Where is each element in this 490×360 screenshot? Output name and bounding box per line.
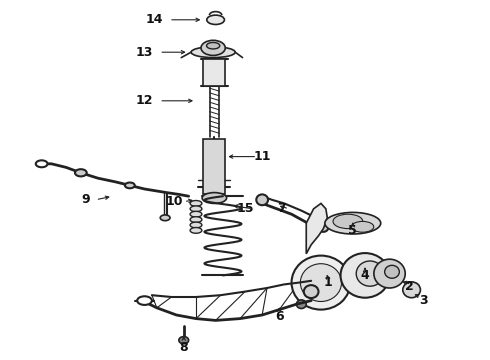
Ellipse shape xyxy=(207,42,220,49)
Text: 13: 13 xyxy=(136,46,153,59)
Ellipse shape xyxy=(207,15,224,24)
Ellipse shape xyxy=(325,212,381,234)
Ellipse shape xyxy=(296,300,306,309)
Ellipse shape xyxy=(160,215,170,221)
Text: 9: 9 xyxy=(81,193,90,206)
Ellipse shape xyxy=(179,337,189,344)
Text: 11: 11 xyxy=(253,150,271,163)
Ellipse shape xyxy=(190,222,202,228)
Ellipse shape xyxy=(125,183,135,188)
Polygon shape xyxy=(306,203,327,254)
Ellipse shape xyxy=(190,206,202,212)
Text: 10: 10 xyxy=(165,195,183,208)
Ellipse shape xyxy=(190,201,202,206)
Ellipse shape xyxy=(292,256,350,310)
Ellipse shape xyxy=(333,214,363,229)
Text: 1: 1 xyxy=(324,276,333,289)
Text: 2: 2 xyxy=(405,280,414,293)
Bar xyxy=(203,59,225,86)
Ellipse shape xyxy=(190,211,202,217)
Text: 4: 4 xyxy=(361,269,369,282)
Text: 14: 14 xyxy=(146,13,163,26)
Ellipse shape xyxy=(190,217,202,222)
Ellipse shape xyxy=(201,40,225,55)
Ellipse shape xyxy=(374,259,405,288)
Ellipse shape xyxy=(137,296,152,305)
Ellipse shape xyxy=(318,223,328,232)
Ellipse shape xyxy=(403,282,420,298)
Ellipse shape xyxy=(190,228,202,233)
Bar xyxy=(203,139,225,194)
Text: 7: 7 xyxy=(277,202,286,215)
Text: 8: 8 xyxy=(179,341,188,354)
Text: 15: 15 xyxy=(236,202,254,215)
Ellipse shape xyxy=(191,47,235,58)
Text: 5: 5 xyxy=(348,224,357,237)
Text: 6: 6 xyxy=(275,310,284,323)
Ellipse shape xyxy=(256,194,268,205)
Ellipse shape xyxy=(36,160,48,167)
Ellipse shape xyxy=(300,264,342,301)
Ellipse shape xyxy=(304,285,318,298)
Text: 12: 12 xyxy=(136,94,153,107)
Ellipse shape xyxy=(202,193,226,203)
Ellipse shape xyxy=(351,221,374,232)
Ellipse shape xyxy=(75,169,87,176)
Ellipse shape xyxy=(356,261,384,286)
Text: 3: 3 xyxy=(419,294,428,307)
Ellipse shape xyxy=(385,265,399,278)
Ellipse shape xyxy=(341,253,390,298)
